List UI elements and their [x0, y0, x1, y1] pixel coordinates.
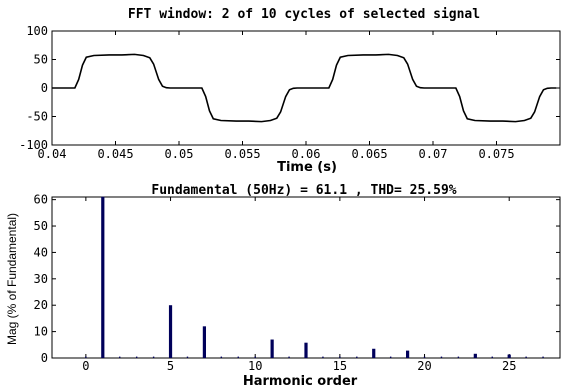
harmonic-baseline-dot [186, 356, 189, 358]
time-signal-axes: 0.04 0.045 0.05 0.055 0.06 0.065 0.07 0.075 100 5… [19, 24, 560, 161]
harmonic-baseline-dot [423, 356, 426, 358]
magnitude-ytick-label: 20 [34, 298, 48, 312]
harmonic-bar [507, 354, 511, 358]
harmonic-bar [168, 305, 173, 358]
time-xtick-label: 0.055 [224, 147, 260, 161]
harmonic-baseline-dot [119, 356, 121, 358]
time-xtick-label: 0.05 [165, 147, 194, 161]
time-ytick-label: 0 [41, 81, 48, 95]
harmonic-baseline-dot [152, 356, 155, 358]
harmonic-baseline-dot [237, 356, 239, 358]
time-signal-title: FFT window: 2 of 10 cycles of selected s… [128, 7, 480, 22]
time-xtick-label: 0.045 [97, 147, 133, 161]
harmonic-xtick-label: 5 [167, 359, 174, 373]
time-signal-xlabel: Time (s) [277, 160, 337, 175]
harmonic-baseline-dot [491, 356, 493, 358]
magnitude-ytick-label: 50 [34, 219, 48, 233]
time-ytick-label: -100 [19, 138, 48, 152]
magnitude-ytick-label: 40 [34, 245, 48, 259]
magnitude-ytick-label: 0 [41, 351, 48, 365]
time-signal-chart: FFT window: 2 of 10 cycles of selected s… [19, 7, 561, 175]
harmonic-baseline-dot [135, 356, 138, 358]
harmonic-xtick-label: 15 [333, 359, 347, 373]
time-xtick-label: 0.075 [478, 147, 514, 161]
magnitude-ytick-label: 30 [34, 272, 48, 286]
time-xtick-label: 0.04 [38, 147, 67, 161]
harmonic-baseline-dot [542, 356, 544, 358]
spectrum-xlabel: Harmonic order [243, 374, 358, 389]
harmonic-xtick-label: 25 [502, 359, 516, 373]
harmonic-baseline-dot [525, 356, 527, 358]
signal-waveform-line [52, 53, 557, 123]
harmonic-bar [372, 348, 376, 358]
magnitude-ytick-label: 10 [34, 325, 48, 339]
harmonic-baseline-dot [220, 356, 223, 358]
harmonic-bar [101, 196, 105, 358]
harmonic-baseline-dot [254, 356, 256, 358]
time-xtick-label: 0.07 [419, 147, 448, 161]
harmonic-bar [202, 326, 206, 358]
time-xtick-label: 0.065 [351, 147, 387, 161]
harmonic-xtick-label: 20 [417, 359, 431, 373]
harmonic-baseline-dot [339, 356, 341, 358]
spectrum-ylabel: Mag (% of Fundamental) [5, 213, 19, 345]
harmonic-bar [473, 353, 477, 358]
time-xtick-label: 0.06 [292, 147, 321, 161]
harmonic-bar [304, 342, 308, 358]
harmonic-spectrum-chart: Fundamental (50Hz) = 61.1 , THD= 25.59% … [5, 183, 561, 389]
time-ytick-label: 100 [26, 24, 48, 38]
harmonic-baseline-dot [356, 356, 358, 358]
harmonic-bar [270, 339, 274, 358]
spectrum-plot-area [51, 196, 561, 359]
harmonic-xtick-label: 0 [82, 359, 89, 373]
harmonic-baseline-dot [288, 356, 290, 358]
harmonic-bar [406, 350, 410, 358]
harmonic-baseline-dot [389, 356, 392, 358]
harmonic-baseline-dot [440, 356, 443, 358]
spectrum-axes: 0 5 10 15 20 25 0 10 20 30 40 50 60 [34, 193, 560, 373]
harmonic-baseline-dot [85, 356, 87, 358]
harmonic-xtick-label: 10 [248, 359, 262, 373]
time-ytick-label: 50 [34, 53, 48, 67]
harmonic-baseline-dot [322, 356, 324, 358]
spectrum-bars [101, 196, 511, 358]
harmonic-baseline-dot [457, 356, 460, 358]
time-ytick-label: -50 [26, 110, 48, 124]
magnitude-ytick-label: 60 [34, 193, 48, 207]
spectrum-title: Fundamental (50Hz) = 61.1 , THD= 25.59% [151, 183, 456, 198]
